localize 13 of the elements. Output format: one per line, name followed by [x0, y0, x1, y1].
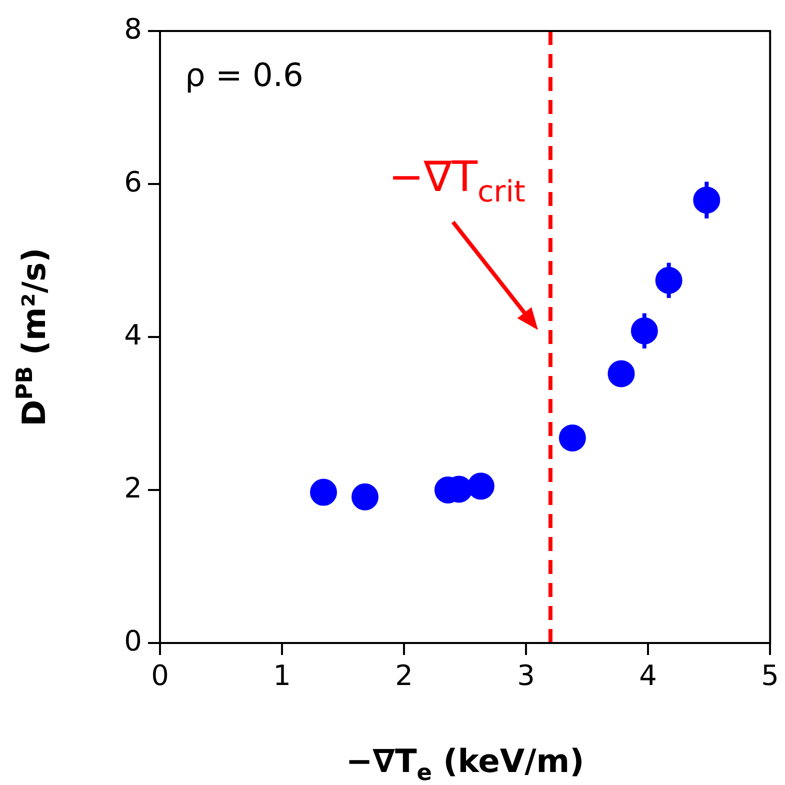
annotation: ρ = 0.6 [185, 56, 304, 94]
y-tick-label: 0 [124, 624, 142, 658]
y-tick-label: 6 [124, 165, 142, 198]
y-tick-label: 4 [124, 318, 142, 352]
x-tick-label: 1 [273, 659, 291, 692]
y-tick-label: 8 [124, 12, 142, 46]
x-tick-label: 5 [761, 659, 780, 692]
x-tick-label: 0 [151, 659, 169, 692]
y-axis-title: DPB (m²/s) [12, 248, 53, 426]
x-tick-label: 3 [517, 659, 535, 692]
y-tick-label: 2 [124, 471, 142, 504]
x-tick-label: 2 [395, 659, 413, 692]
x-tick-label: 4 [639, 659, 657, 692]
